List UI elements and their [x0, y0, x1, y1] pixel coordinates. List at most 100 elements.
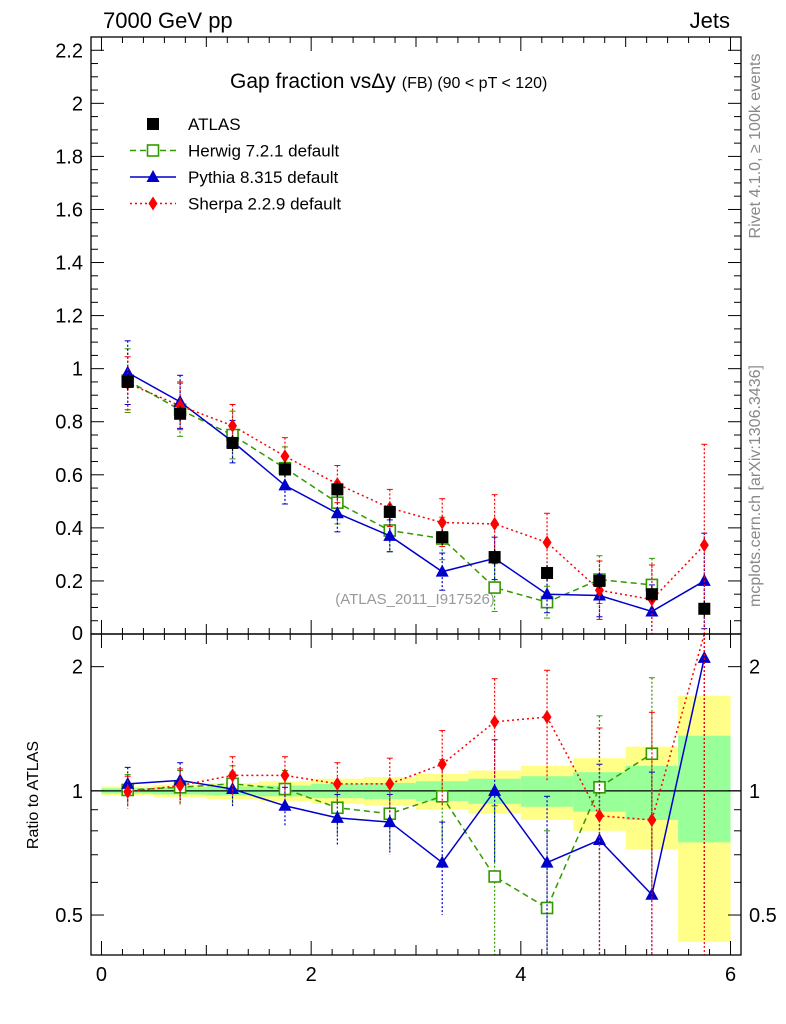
ratio-herwig-series-line — [127, 753, 653, 910]
main-y-tick-label: 1 — [72, 359, 83, 381]
ratio-y-tick-label-right: 0.5 — [749, 905, 777, 927]
header-jets-label: Jets — [690, 8, 730, 33]
ratio-sherpa-data-point — [123, 784, 133, 799]
ratio-sherpa-data-point — [385, 776, 395, 791]
ratio-pythia-data-point — [330, 810, 344, 823]
main-y-tick-label: 0.6 — [55, 465, 83, 487]
main-y-tick-label: 1.6 — [55, 199, 83, 221]
atlas-data-point — [226, 436, 239, 449]
sherpa-data-point — [437, 515, 447, 530]
sherpa-series-line — [127, 382, 705, 601]
atlas-data-point — [436, 531, 449, 544]
pythia-data-point — [330, 506, 344, 519]
atlas-data-point — [541, 566, 554, 579]
ratio-y-tick-label-left: 2 — [72, 657, 83, 679]
main-plot-layer — [121, 340, 711, 635]
ratio-sherpa-data-point — [594, 808, 604, 823]
atlas-data-point — [593, 574, 606, 587]
ratio-pythia-data-point — [697, 650, 711, 663]
ratio-herwig-data-point — [593, 780, 606, 794]
legend: ATLAS Herwig 7.2.1 default Pythia 8.315 de… — [130, 115, 341, 214]
title-delta-part: Δy — [371, 70, 396, 93]
x-tick-label: 4 — [515, 964, 526, 986]
ratio-pythia-data-point — [592, 833, 606, 846]
ratio-pythia-data-point — [226, 782, 240, 795]
ratio-herwig-data-point — [540, 901, 554, 915]
ratio-pythia-data-point — [435, 855, 449, 868]
main-y-zero-label: 0 — [72, 623, 83, 645]
ratio-sherpa-data-point — [437, 757, 447, 772]
atlas-data-point — [488, 551, 501, 564]
sherpa-data-point — [490, 516, 500, 531]
legend-herwig-label: Herwig 7.2.1 default — [188, 142, 339, 161]
ratio-sherpa-series-line — [127, 633, 706, 821]
ratio-pythia-data-point — [488, 783, 502, 796]
pythia-data-point — [540, 587, 554, 600]
ratio-pythia-data-point — [121, 776, 135, 789]
main-y-tick-label: 1.2 — [55, 306, 83, 328]
atlas-data-point — [645, 588, 658, 601]
title-main-part: Gap fraction vs — [230, 70, 371, 93]
main-y-tick-label: 0.4 — [55, 518, 83, 540]
ratio-pythia-data-point — [540, 855, 554, 868]
atlas-data-point — [383, 505, 396, 518]
ratio-pythia-data-point — [278, 798, 292, 811]
atlas-data-point — [278, 463, 291, 476]
pythia-data-point — [121, 365, 135, 378]
title-sub-part: (FB) (90 < pT < 120) — [402, 75, 548, 92]
ratio-uncertainty-band-inner — [678, 735, 731, 843]
main-y-tick-label: 2 — [72, 93, 83, 115]
x-tick-label: 2 — [306, 964, 317, 986]
ratio-y-tick-label-right: 1 — [749, 781, 760, 803]
legend-sherpa-label: Sherpa 2.2.9 default — [188, 195, 341, 214]
ratio-y-tick-label-left: 1 — [72, 781, 83, 803]
atlas-data-point — [174, 407, 187, 420]
pythia-data-point — [435, 564, 449, 577]
atlas-data-point — [698, 602, 711, 615]
pythia-data-point — [383, 528, 397, 541]
header-energy-label: 7000 GeV pp — [103, 8, 233, 33]
main-y-tick-label: 1.4 — [55, 253, 83, 275]
ratio-sherpa-data-point — [175, 778, 185, 793]
ratio-sherpa-data-point — [228, 768, 238, 783]
ratio-pythia-data-point — [383, 815, 397, 828]
pythia-data-point — [278, 478, 292, 491]
main-y-tick-label: 0.8 — [55, 412, 83, 434]
ratio-y-axis-label: Ratio to ATLAS — [25, 741, 42, 849]
legend-herwig-marker — [146, 144, 160, 157]
ratio-plot-layer — [91, 633, 741, 955]
legend-atlas-marker — [147, 118, 159, 130]
legend-atlas-label: ATLAS — [188, 115, 241, 134]
atlas-data-point — [331, 483, 344, 496]
ratio-y-tick-label-right: 2 — [749, 657, 760, 679]
x-tick-label: 0 — [96, 964, 107, 986]
ratio-sherpa-data-point — [542, 710, 552, 725]
ratio-sherpa-data-point — [490, 714, 500, 729]
herwig-data-point — [488, 581, 501, 594]
sherpa-data-point — [228, 418, 238, 433]
legend-pythia-marker — [146, 170, 160, 182]
x-tick-label: 6 — [725, 964, 736, 986]
ratio-sherpa-data-point — [332, 776, 342, 791]
mcplots-reference-label: mcplots.cern.ch [arXiv:1306.3436] — [747, 365, 764, 607]
ratio-herwig-data-point — [488, 870, 501, 883]
main-plot-title: Gap fraction vsΔy (FB) (90 < pT < 120) — [230, 70, 547, 93]
legend-pythia-label: Pythia 8.315 default — [188, 168, 339, 187]
watermark-analysis-id: (ATLAS_2011_I917526) — [335, 591, 495, 608]
atlas-data-point — [121, 375, 134, 388]
pythia-series-line — [127, 371, 705, 613]
sherpa-data-point — [280, 449, 290, 464]
ratio-y-tick-label-left: 0.5 — [55, 905, 83, 927]
rivet-version-label: Rivet 4.1.0, ≥ 100k events — [747, 54, 764, 239]
axes-layer: 0.2 0.4 0.6 0.8 1 1.2 1.4 1.6 1.8 2 2.2 0 0 2 4 6 0.5 0.5… — [55, 36, 777, 986]
ratio-pythia-series-line — [127, 657, 706, 897]
sherpa-data-point — [699, 538, 709, 553]
legend-sherpa-marker — [148, 196, 158, 211]
sherpa-data-point — [542, 535, 552, 550]
main-y-tick-label: 0.2 — [55, 571, 83, 593]
main-y-tick-label: 2.2 — [55, 40, 83, 62]
main-y-tick-label: 1.8 — [55, 146, 83, 168]
ratio-sherpa-data-point — [280, 768, 290, 783]
ratio-sherpa-data-point — [647, 812, 657, 827]
